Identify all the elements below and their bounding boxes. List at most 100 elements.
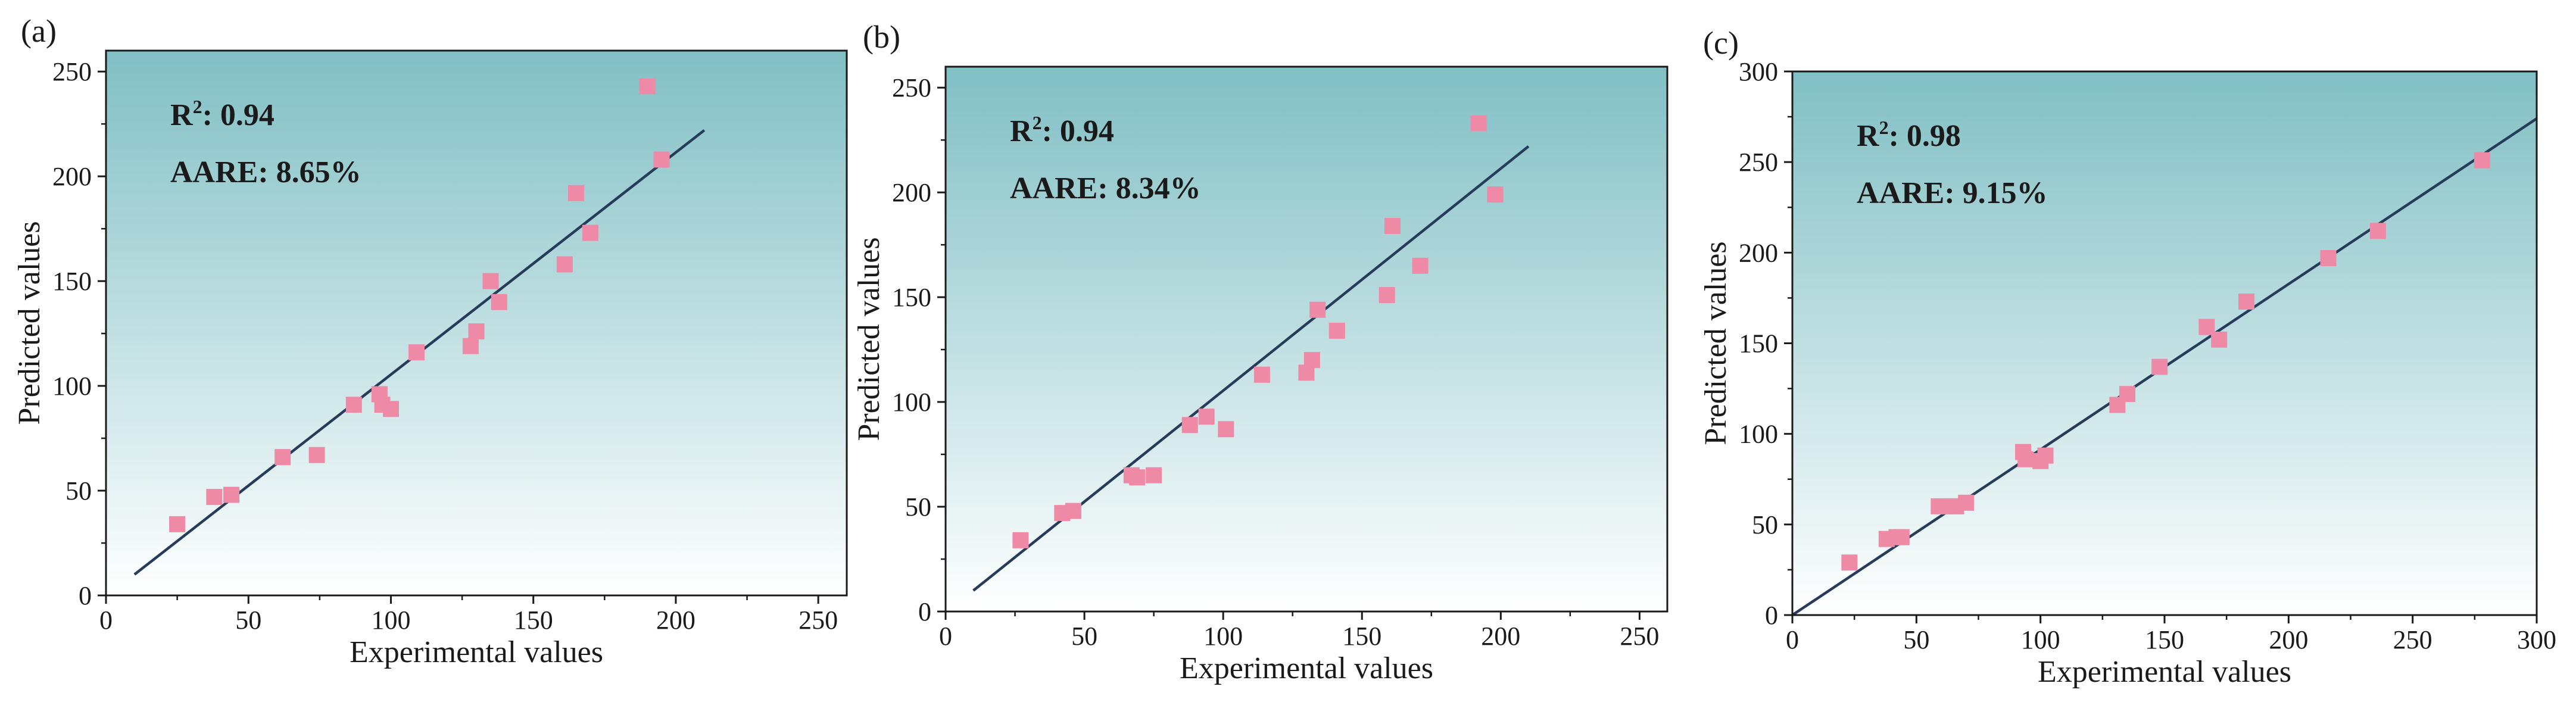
data-point <box>2369 223 2386 239</box>
y-tick-label: 250 <box>892 73 931 102</box>
data-point <box>1412 257 1429 274</box>
data-point <box>1328 322 1345 339</box>
x-tick-label: 200 <box>1481 622 1520 651</box>
panel-c: (c) 0 50 100 150 200 250 300 0 50 100 150 200 250 300 E… <box>1699 25 2556 689</box>
data-point <box>2017 451 2034 467</box>
x-tick-label: 100 <box>371 606 410 635</box>
x-tick-label: 150 <box>514 606 553 635</box>
x-tick-label: 0 <box>939 622 952 651</box>
data-point <box>2037 447 2054 464</box>
x-tick-label: 150 <box>1342 622 1381 651</box>
r2-letter: R <box>1857 119 1880 153</box>
data-point <box>1384 217 1401 234</box>
panel-label: (c) <box>1703 25 1739 61</box>
x-tick-label: 250 <box>2393 625 2432 654</box>
plot-background <box>1792 71 2537 615</box>
x-tick-label: 50 <box>1071 622 1097 651</box>
y-tick-label: 100 <box>1739 420 1778 449</box>
x-tick-label: 200 <box>656 606 696 635</box>
data-point <box>1253 366 1270 383</box>
plot-background <box>946 67 1667 611</box>
r2-value: 0.94 <box>1060 114 1114 148</box>
x-tick-label: 300 <box>2517 625 2556 654</box>
data-point <box>345 397 362 413</box>
y-tick-label: 50 <box>1752 510 1778 539</box>
r2-superscript: 2 <box>193 96 202 117</box>
r2-superscript: 2 <box>1879 117 1889 138</box>
data-point <box>1198 408 1215 425</box>
x-tick-label: 250 <box>799 606 838 635</box>
y-tick-label: 100 <box>52 372 92 401</box>
data-point <box>408 344 425 361</box>
y-tick-label: 300 <box>1739 57 1778 86</box>
panel-b: (b) 0 50 100 150 200 250 0 50 100 150 200 250 Experim… <box>852 19 1669 685</box>
r2-annotation: R2: 0.98 <box>1857 117 1961 153</box>
r2-letter: R <box>170 98 194 132</box>
data-point <box>567 185 584 201</box>
plot-background <box>106 51 847 595</box>
x-tick-label: 50 <box>235 606 261 635</box>
aare-annotation: AARE: 9.15% <box>1857 176 2048 210</box>
data-point <box>2238 294 2254 310</box>
data-point <box>169 516 186 532</box>
data-point <box>1146 467 1162 483</box>
data-point <box>462 338 479 354</box>
data-point <box>582 224 598 241</box>
aare-annotation: AARE: 8.65% <box>170 155 361 189</box>
plot-frame <box>944 65 1669 613</box>
data-point <box>1487 186 1504 203</box>
y-tick-label: 100 <box>892 388 931 417</box>
r2-value: 0.98 <box>1907 119 1961 153</box>
y-axis-title: Predicted values <box>852 237 886 441</box>
data-point <box>382 401 399 417</box>
x-tick-label: 150 <box>2145 625 2184 654</box>
data-point <box>206 489 223 506</box>
x-tick-label: 0 <box>99 606 113 635</box>
y-tick-label: 150 <box>1739 329 1778 358</box>
data-point <box>1841 554 1858 571</box>
x-tick-label: 50 <box>1903 625 1929 654</box>
y-tick-label: 200 <box>892 178 931 207</box>
x-tick-label: 250 <box>1620 622 1659 651</box>
x-axis-title: Experimental values <box>350 635 603 669</box>
data-point <box>1218 421 1234 438</box>
x-tick-label: 100 <box>2021 625 2060 654</box>
data-point <box>308 447 325 463</box>
data-point <box>2211 331 2228 348</box>
plot-frame <box>105 49 848 597</box>
y-tick-label: 0 <box>1765 601 1778 630</box>
data-point <box>639 78 656 95</box>
data-point <box>1893 529 1910 545</box>
data-point <box>1470 115 1487 132</box>
data-point <box>223 486 240 503</box>
data-point <box>1958 494 1975 511</box>
data-point <box>482 273 499 289</box>
data-point <box>2119 386 2135 403</box>
r2-colon: : <box>1042 114 1060 148</box>
x-axis-title: Experimental values <box>1180 651 1433 685</box>
data-point <box>468 323 485 340</box>
y-tick-label: 150 <box>892 283 931 312</box>
x-tick-label: 200 <box>2269 625 2308 654</box>
r2-colon: : <box>202 98 220 132</box>
data-point <box>1303 352 1320 369</box>
data-point <box>491 294 507 310</box>
x-tick-label: 100 <box>1203 622 1243 651</box>
y-tick-label: 250 <box>52 57 92 86</box>
data-point <box>2474 152 2490 169</box>
x-tick-label: 0 <box>1786 625 1799 654</box>
y-tick-label: 0 <box>918 597 931 626</box>
panel-a: (a) 0 50 100 150 200 250 0 50 100 150 200 250 Experim… <box>13 13 848 669</box>
r2-colon: : <box>1889 119 1907 153</box>
data-point <box>1012 532 1029 548</box>
y-tick-label: 200 <box>1739 238 1778 267</box>
panel-label: (a) <box>21 13 57 49</box>
y-tick-label: 0 <box>79 581 92 610</box>
y-tick-label: 200 <box>52 162 92 191</box>
y-axis-title: Predicted values <box>13 221 46 425</box>
data-point <box>1129 469 1146 486</box>
data-point <box>1379 287 1395 304</box>
x-axis-title: Experimental values <box>2038 655 2291 689</box>
data-point <box>275 449 291 466</box>
